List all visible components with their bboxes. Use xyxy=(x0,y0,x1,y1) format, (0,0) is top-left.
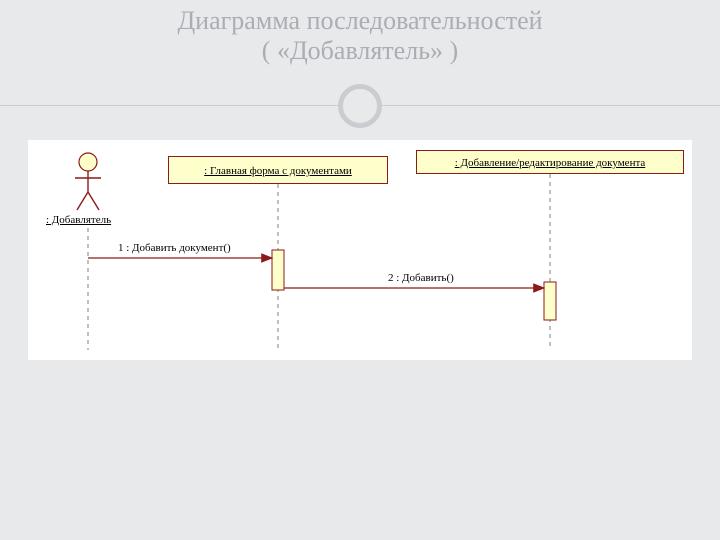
actor-label: : Добавлятель xyxy=(46,214,111,226)
message-2-label: 2 : Добавить() xyxy=(388,272,454,284)
object-main-form-label: : Главная форма с документами xyxy=(204,165,352,177)
sequence-diagram: : Главная форма с документами : Добавлен… xyxy=(28,140,692,360)
title-line1: Диаграмма последовательностей xyxy=(0,6,720,36)
message-1-label: 1 : Добавить документ() xyxy=(118,242,231,254)
object-add-edit-doc: : Добавление/редактирование документа xyxy=(416,150,684,174)
decorative-ring-icon xyxy=(338,84,382,128)
slide-title: Диаграмма последовательностей ( «Добавля… xyxy=(0,0,720,66)
title-line2: ( «Добавлятель» ) xyxy=(0,36,720,66)
slide: Диаграмма последовательностей ( «Добавля… xyxy=(0,0,720,540)
object-add-edit-doc-label: : Добавление/редактирование документа xyxy=(455,157,646,169)
object-main-form: : Главная форма с документами xyxy=(168,156,388,184)
